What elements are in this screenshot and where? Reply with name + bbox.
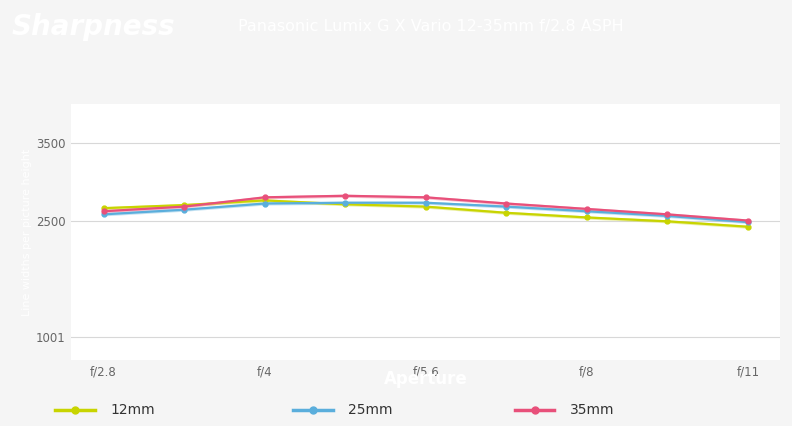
Text: 25mm: 25mm (348, 403, 393, 417)
Text: 35mm: 35mm (570, 403, 615, 417)
Text: Panasonic Lumix G X Vario 12-35mm f/2.8 ASPH: Panasonic Lumix G X Vario 12-35mm f/2.8 … (238, 19, 623, 34)
Text: Aperture: Aperture (384, 370, 467, 388)
Text: 12mm: 12mm (111, 403, 155, 417)
Text: Sharpness: Sharpness (12, 13, 176, 40)
Text: Line widths per picture height: Line widths per picture height (21, 149, 32, 316)
